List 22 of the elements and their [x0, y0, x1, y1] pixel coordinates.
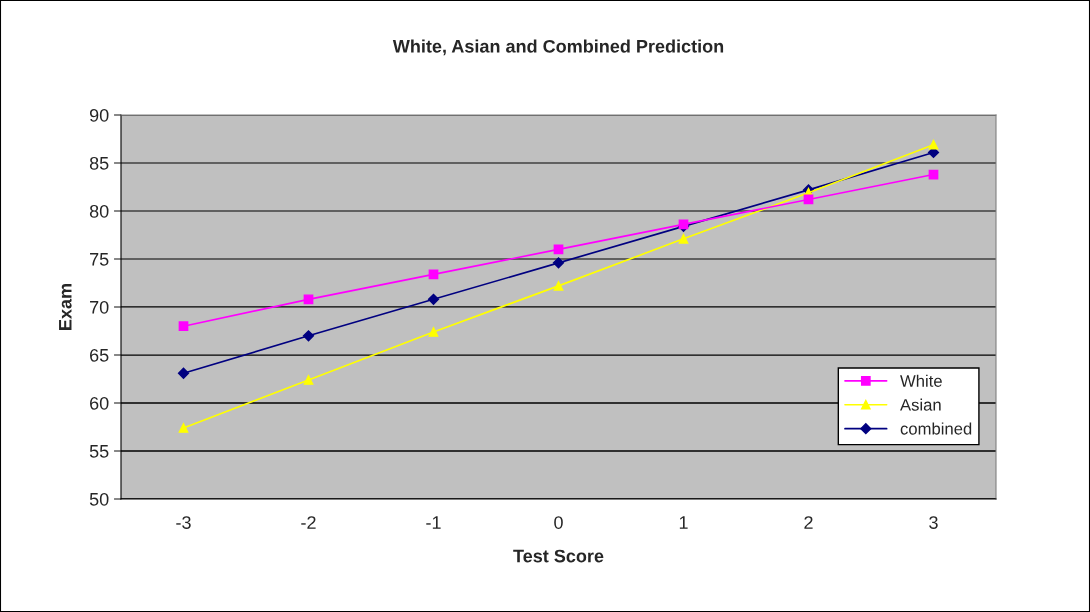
x-tick-label: -1 [426, 516, 441, 529]
y-tick-label: 60 [90, 396, 109, 410]
x-tick-label: -2 [301, 516, 316, 529]
x-tick-label: 3 [929, 516, 938, 529]
y-tick-label: 55 [89, 445, 109, 458]
legend-label: White [900, 374, 942, 387]
y-tick-label: 65 [90, 348, 109, 362]
y-axis-title: Exam [59, 284, 72, 330]
y-tick-label: 85 [89, 156, 109, 170]
x-tick-label: 0 [554, 516, 563, 529]
y-tick-label: 70 [90, 300, 109, 314]
chart-title: White, Asian and Combined Prediction [392, 39, 724, 56]
x-axis-title: Test Score [513, 549, 604, 563]
legend-label: Asian [900, 398, 941, 411]
legend-label: combined [900, 422, 972, 435]
y-tick-label: 75 [90, 253, 109, 266]
y-tick-label: 80 [89, 204, 109, 218]
x-tick-label: 1 [679, 516, 688, 529]
y-tick-label: 90 [89, 108, 109, 122]
x-tick-label: -3 [176, 516, 191, 529]
x-tick-label: 2 [804, 516, 813, 529]
y-tick-label: 50 [89, 492, 109, 506]
